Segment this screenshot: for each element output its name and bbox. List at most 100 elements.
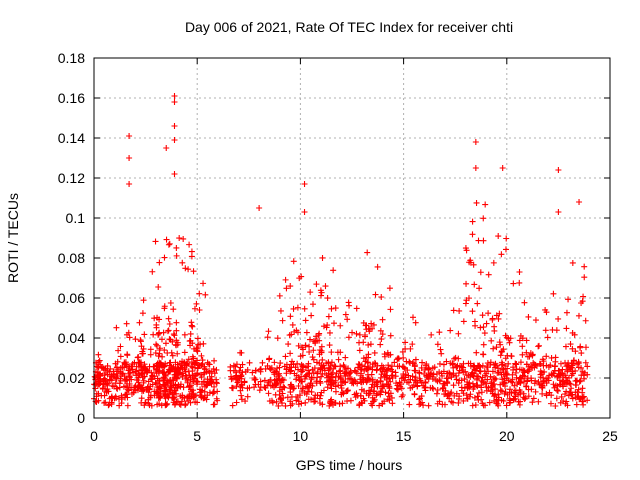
data-point (579, 394, 586, 401)
data-point (481, 330, 488, 337)
data-point (140, 379, 147, 386)
data-point (516, 279, 523, 286)
data-point (246, 359, 253, 366)
data-point (306, 343, 313, 350)
data-point (314, 392, 321, 399)
data-point (503, 370, 510, 377)
data-point (416, 396, 423, 403)
data-point (297, 353, 304, 360)
data-point (347, 375, 354, 382)
data-point (468, 371, 475, 378)
data-point (515, 398, 522, 405)
data-point (500, 397, 507, 404)
data-point (181, 331, 188, 338)
data-point (126, 374, 133, 381)
data-point (332, 305, 339, 312)
data-point (387, 378, 394, 385)
data-point (472, 139, 479, 145)
data-point (317, 392, 324, 399)
data-point (204, 376, 211, 383)
data-point (211, 370, 218, 377)
data-point (516, 375, 523, 382)
data-point (469, 218, 476, 225)
data-point (267, 366, 274, 373)
data-point (368, 384, 375, 391)
data-point (361, 388, 368, 395)
data-point (165, 315, 172, 322)
data-point (377, 391, 384, 398)
data-point (513, 361, 520, 368)
data-point (364, 371, 371, 378)
data-point (377, 374, 384, 381)
data-point (287, 398, 294, 405)
data-point (269, 382, 276, 389)
data-point (156, 259, 163, 266)
data-point (362, 358, 369, 365)
data-point (184, 377, 191, 384)
data-point (355, 361, 362, 368)
data-point (531, 380, 538, 387)
data-point (584, 363, 591, 370)
data-point (317, 366, 324, 373)
data-point (539, 383, 546, 390)
data-point (166, 368, 172, 375)
data-point (497, 387, 504, 394)
data-point (161, 370, 168, 377)
data-point (301, 209, 308, 215)
data-point (157, 394, 164, 401)
data-point (502, 246, 509, 253)
data-point (194, 381, 201, 388)
data-point (364, 249, 371, 256)
data-point (316, 337, 323, 344)
data-point (567, 341, 574, 348)
y-tick-label: 0.08 (58, 250, 85, 266)
data-point (535, 343, 542, 350)
data-point (480, 402, 487, 409)
data-point (272, 391, 279, 398)
data-point (185, 356, 192, 363)
data-point (136, 319, 143, 326)
data-point (257, 378, 264, 385)
y-tick-label: 0.16 (58, 90, 85, 106)
data-point (584, 397, 591, 404)
data-point (400, 354, 407, 361)
data-point (238, 392, 245, 399)
data-point (124, 377, 131, 384)
data-point (360, 319, 367, 326)
data-point (379, 382, 386, 389)
data-point (498, 251, 505, 258)
data-point (455, 330, 462, 337)
data-point (478, 396, 485, 403)
data-point (519, 351, 526, 358)
data-point (356, 339, 363, 346)
data-point (123, 320, 130, 327)
data-point (233, 399, 240, 406)
data-point (186, 372, 193, 379)
data-point (558, 393, 565, 400)
data-point (575, 360, 582, 367)
data-point (425, 376, 432, 383)
data-point (319, 254, 326, 261)
data-point (392, 373, 399, 380)
data-point (214, 397, 221, 404)
data-point (109, 382, 116, 389)
data-point (130, 369, 137, 376)
data-point (199, 387, 206, 394)
data-point (480, 215, 487, 222)
data-point (94, 363, 101, 370)
data-point (125, 367, 132, 374)
data-point (353, 305, 360, 312)
data-point (347, 397, 354, 404)
data-point (282, 276, 289, 283)
data-point (233, 361, 240, 368)
data-point (377, 366, 384, 373)
data-point (513, 374, 520, 381)
data-point (491, 327, 498, 334)
data-point (280, 383, 287, 390)
data-point (487, 373, 494, 380)
data-point (293, 327, 300, 334)
data-point (335, 382, 342, 389)
data-point (141, 402, 148, 409)
data-point (574, 377, 581, 384)
data-point (162, 340, 169, 347)
